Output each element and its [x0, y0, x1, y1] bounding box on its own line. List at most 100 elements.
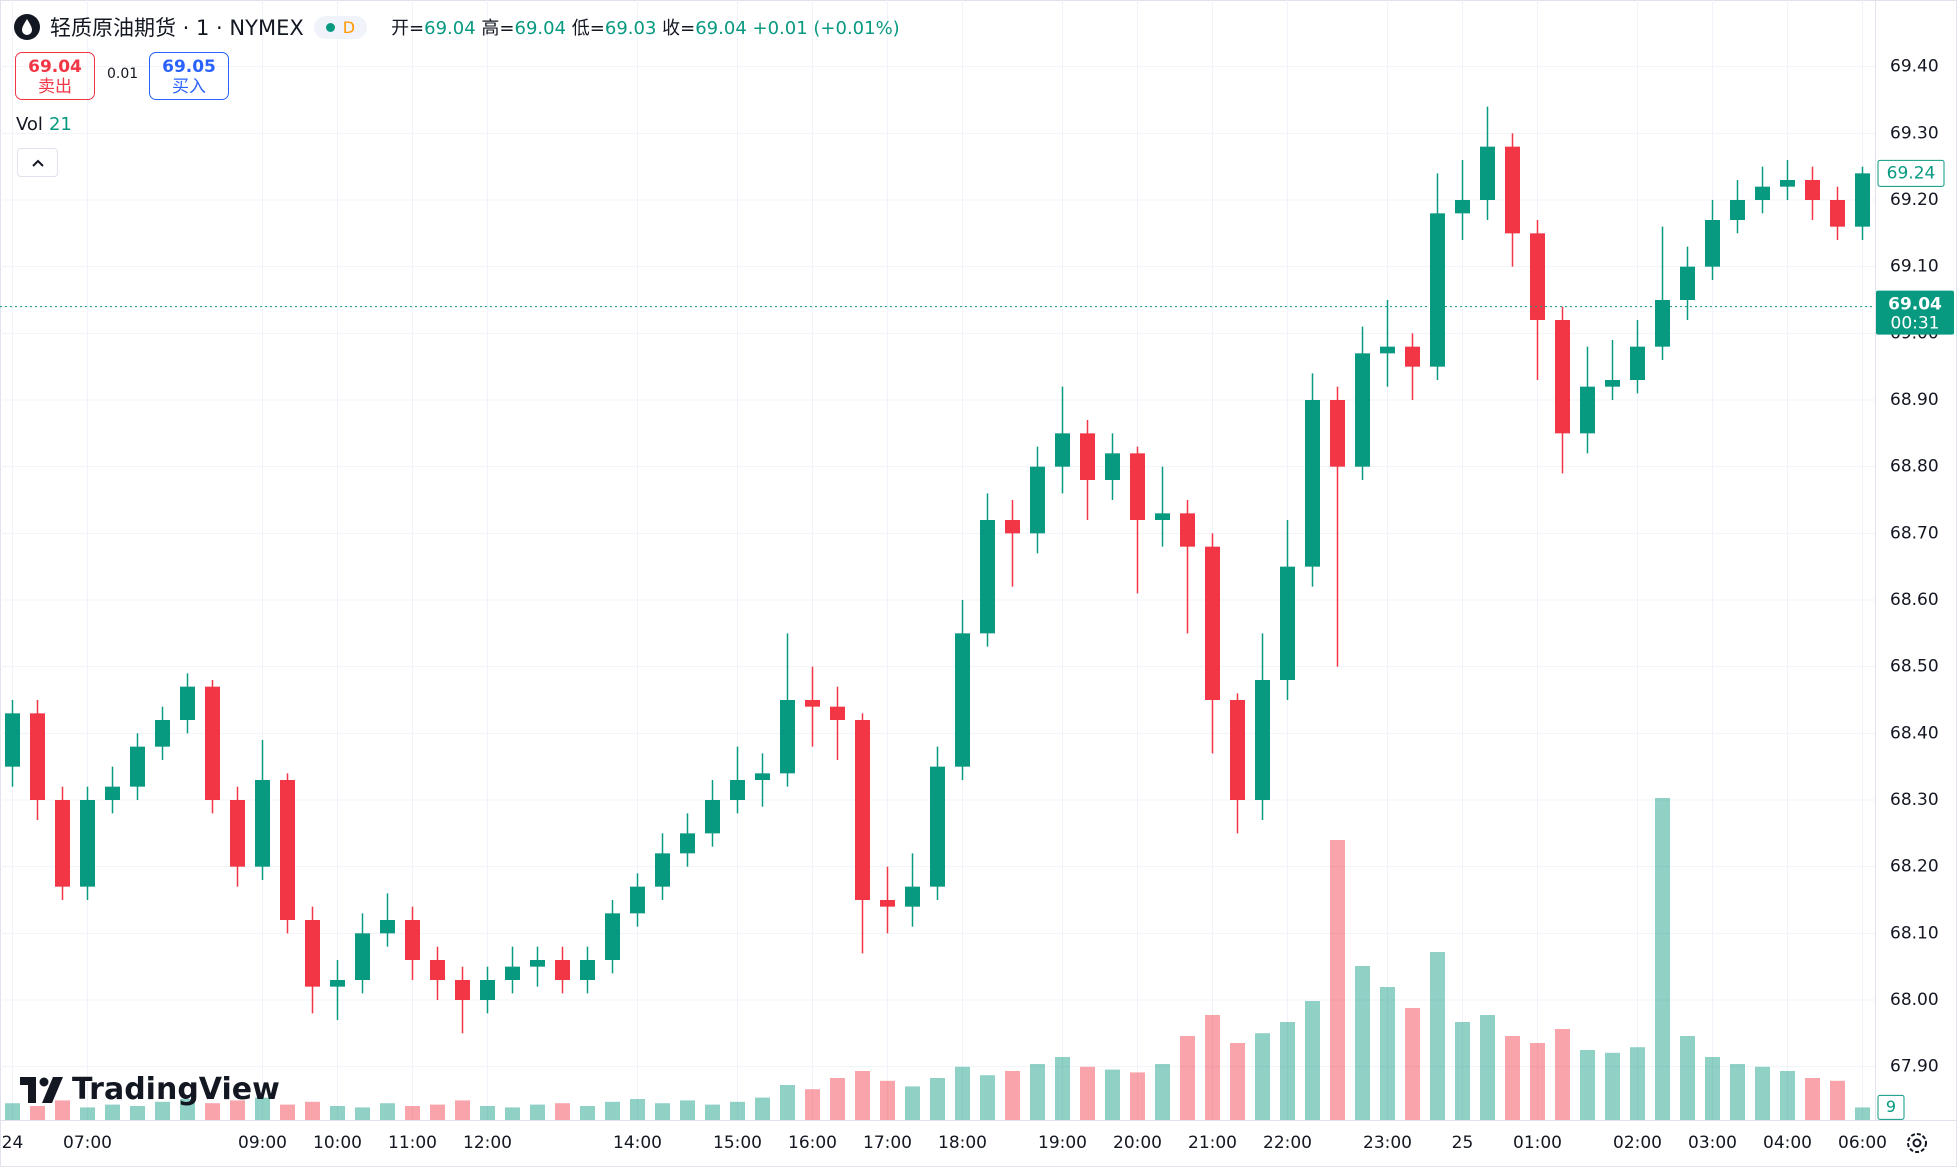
candle-body [180, 686, 195, 720]
volume-bar [1455, 1022, 1470, 1120]
price-tag-countdown: 00:31 [1891, 314, 1940, 334]
candle-body [1780, 180, 1795, 187]
change: +0.01 (+0.01%) [752, 18, 900, 39]
volume-bar [1005, 1071, 1020, 1120]
y-tick-label: 69.10 [1890, 257, 1939, 277]
y-tick-label: 69.40 [1890, 57, 1939, 77]
volume-bar [1680, 1036, 1695, 1120]
x-tick-label: 15:00 [713, 1133, 762, 1153]
buy-price: 69.05 [162, 57, 216, 77]
x-tick-label: 16:00 [788, 1133, 837, 1153]
volume-bar [730, 1101, 745, 1120]
volume-bar [1205, 1015, 1220, 1120]
x-tick-label: 25 [1452, 1133, 1474, 1153]
price-tag [1876, 290, 1954, 335]
volume-bar [555, 1103, 570, 1120]
candle-body [1830, 200, 1845, 227]
volume-bar [1330, 840, 1345, 1120]
symbol-name[interactable]: 轻质原油期货 · 1 · NYMEX [50, 16, 304, 40]
x-tick-label: 22:00 [1263, 1133, 1312, 1153]
volume-bar [30, 1106, 45, 1120]
candle-body [230, 800, 245, 867]
x-tick-label: 17:00 [863, 1133, 912, 1153]
volume-bar [1155, 1064, 1170, 1120]
candle-body [555, 960, 570, 980]
candle-body [1030, 466, 1045, 534]
spread: 0.01 [107, 66, 139, 82]
volume-tag [1877, 1094, 1905, 1120]
candle-body [1580, 386, 1595, 434]
volume-bar [1605, 1052, 1620, 1120]
volume-bar [380, 1103, 395, 1120]
candle-body [1280, 566, 1295, 680]
candle-body [505, 966, 520, 980]
buy-button[interactable]: 69.05 买入 [149, 52, 229, 100]
volume-bar [955, 1066, 970, 1120]
x-tick-label: 20:00 [1113, 1133, 1162, 1153]
volume-bar [630, 1099, 645, 1120]
sell-button[interactable]: 69.04 卖出 [15, 52, 95, 100]
candle-body [1130, 453, 1145, 520]
candle-body [1380, 346, 1395, 354]
y-tick-label: 68.20 [1890, 857, 1939, 877]
candle-body [1730, 200, 1745, 220]
volume-bar [55, 1100, 70, 1120]
candle-body [30, 713, 45, 800]
volume-bar [1755, 1066, 1770, 1120]
volume-bar [680, 1100, 695, 1120]
settings-button[interactable] [1907, 1133, 1927, 1153]
candle-body [1530, 233, 1545, 320]
y-tick-label: 69.20 [1890, 190, 1939, 210]
candle-body [755, 773, 770, 780]
candle-body [1680, 266, 1695, 300]
volume-bar [255, 1097, 270, 1120]
volume-bar [855, 1071, 870, 1120]
candle-body [1055, 433, 1070, 467]
volume-legend: Vol 21 [16, 114, 72, 135]
candle-body [705, 800, 720, 834]
y-tick-label: 68.70 [1890, 523, 1939, 543]
buy-label: 买入 [172, 77, 206, 97]
x-tick-label: 18:00 [938, 1133, 987, 1153]
candle-body [1755, 186, 1770, 200]
x-tick-label: 19:00 [1038, 1133, 1087, 1153]
candle-body [130, 746, 145, 787]
volume-tag-value: 9 [1886, 1097, 1896, 1116]
candle-body [80, 800, 95, 887]
volume-bar [105, 1104, 120, 1120]
volume-bar [1555, 1029, 1570, 1120]
volume-bar [755, 1097, 770, 1120]
candle-body [1305, 400, 1320, 567]
candle-body [105, 786, 120, 800]
candle-body [980, 520, 995, 634]
price-tag-value: 69.04 [1888, 295, 1942, 315]
x-tick-label: 01:00 [1513, 1133, 1562, 1153]
candle-body [1605, 380, 1620, 387]
candle-body [1455, 200, 1470, 214]
volume-bar [1705, 1057, 1720, 1120]
candle-body [680, 833, 695, 854]
ohlc-label: 高= [481, 18, 515, 39]
volume-bar [1730, 1064, 1745, 1120]
x-tick-label: 09:00 [238, 1133, 287, 1153]
candle-body [1330, 400, 1345, 467]
candle-body [1855, 173, 1870, 227]
candle-body [1505, 146, 1520, 234]
candle-body [855, 720, 870, 900]
candle-body [880, 900, 895, 907]
volume-bar [205, 1103, 220, 1120]
x-tick-label: 04:00 [1763, 1133, 1812, 1153]
volume-bar [1230, 1043, 1245, 1120]
market-status[interactable]: D [313, 15, 368, 39]
candle-body [1555, 320, 1570, 434]
volume-bar [1855, 1107, 1870, 1120]
volume-bar [1305, 1001, 1320, 1120]
ohlc-label: 低= [571, 18, 605, 39]
candle-body [480, 980, 495, 1000]
interval-badge: D [342, 17, 356, 37]
candle-body [5, 713, 20, 767]
collapse-button[interactable] [17, 148, 58, 177]
volume-bar [1055, 1057, 1070, 1120]
last-price-value: 69.24 [1887, 163, 1936, 183]
